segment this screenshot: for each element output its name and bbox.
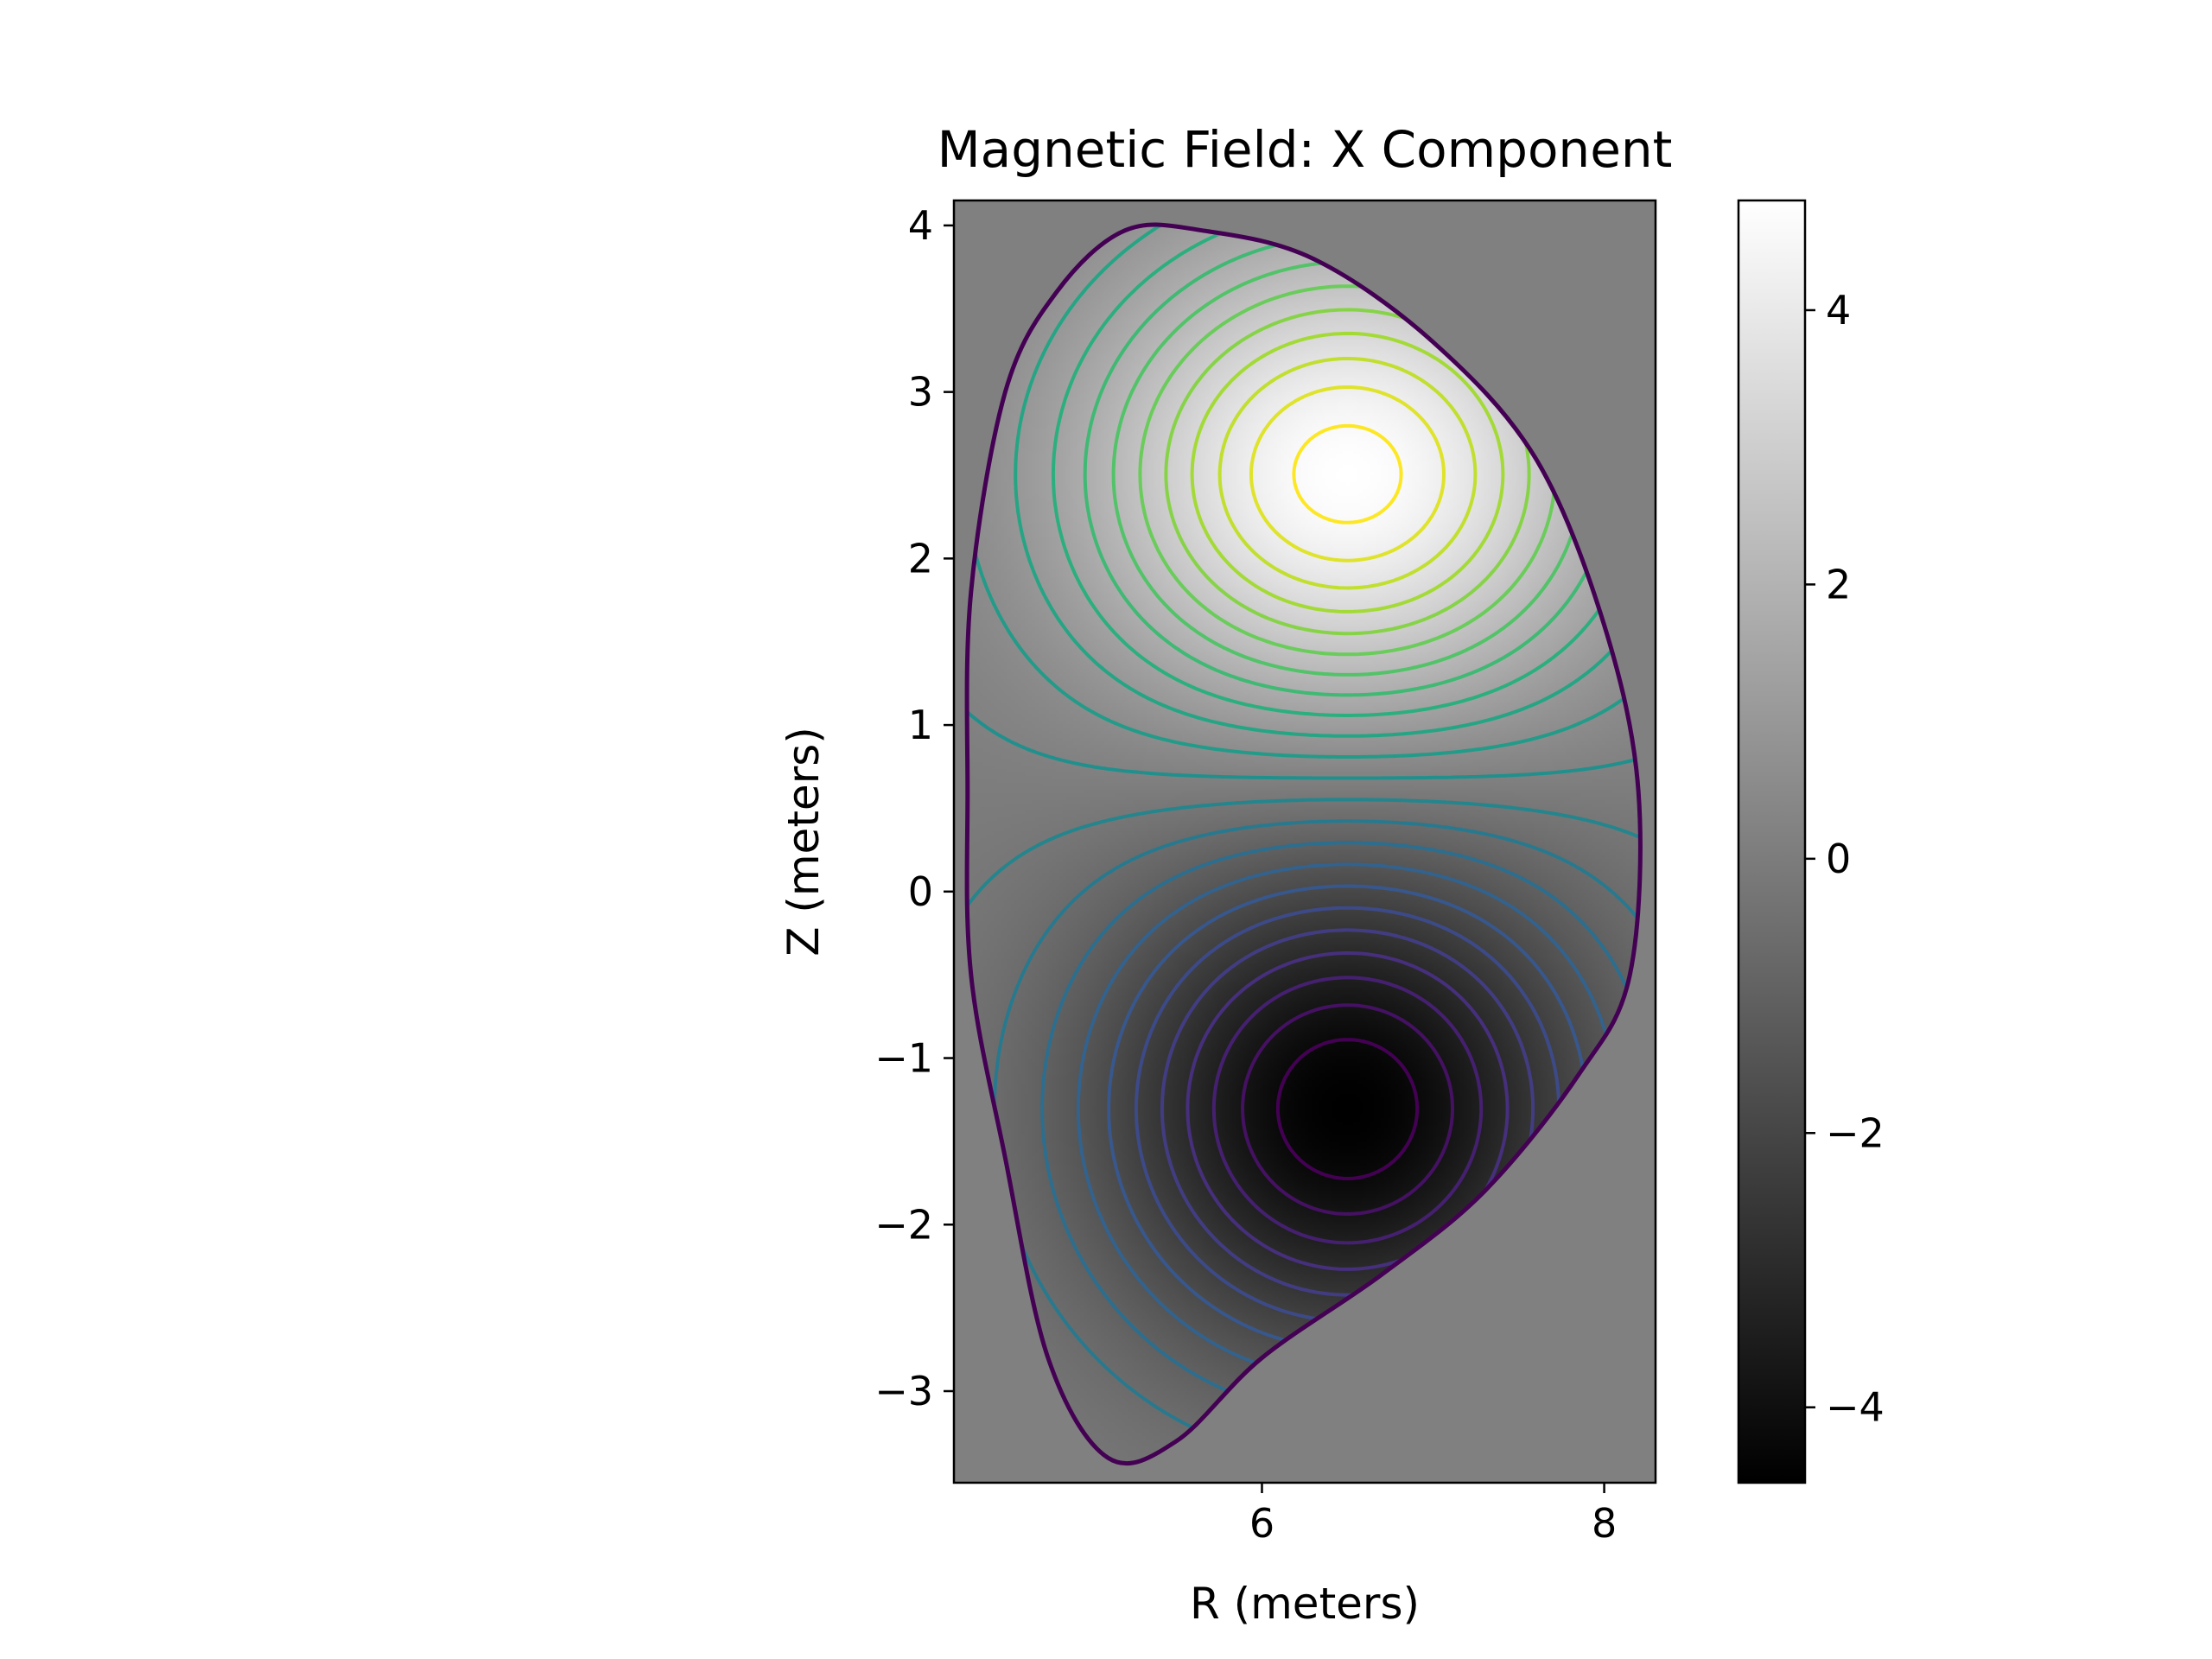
contour-level-line <box>1051 224 1641 717</box>
y-tick-label: −3 <box>874 1368 933 1414</box>
contour-level-line <box>1241 1003 1454 1216</box>
colorbar-ticks: −4 −2 0 2 4 <box>1805 287 1885 1431</box>
contour-level-line <box>1275 1038 1420 1180</box>
contour-level-line <box>1292 423 1403 524</box>
x-axis-label: R (meters) <box>1190 1579 1420 1629</box>
chart-title: Magnetic Field: X Component <box>938 120 1673 179</box>
y-ticks: −3 −2 −1 0 1 2 3 4 <box>874 202 954 1414</box>
contour-level-line <box>1211 976 1484 1245</box>
colorbar-tick-label: 0 <box>1826 836 1851 882</box>
y-axis-label: Z (meters) <box>779 727 829 957</box>
y-tick-label: 1 <box>908 702 933 748</box>
x-tick-label: 6 <box>1249 1500 1274 1547</box>
colorbar-tick-label: −2 <box>1826 1109 1885 1156</box>
contour-level-line <box>1190 331 1505 613</box>
x-tick-label: 8 <box>1592 1500 1617 1547</box>
y-tick-label: −1 <box>874 1035 933 1082</box>
axes-frame <box>952 199 1657 1484</box>
colorbar-tick-label: 2 <box>1826 561 1851 607</box>
y-axis: −3 −2 −1 0 1 2 3 4 Z (meters) <box>779 202 954 1414</box>
colorbar-tick-label: −4 <box>1826 1384 1885 1431</box>
contour-level-line <box>1217 357 1478 590</box>
plasma-boundary <box>964 222 1643 1466</box>
y-tick-label: 0 <box>908 868 933 915</box>
plot-area <box>952 199 1657 1484</box>
colorbar-tick-label: 4 <box>1826 287 1851 334</box>
y-tick-label: 4 <box>908 202 933 249</box>
colorbar-gradient <box>1737 199 1807 1484</box>
y-tick-label: 3 <box>908 369 933 416</box>
y-tick-label: −2 <box>874 1201 933 1248</box>
colorbar: −4 −2 0 2 4 <box>1737 199 1885 1484</box>
contour-level-line <box>1249 385 1446 563</box>
y-tick-label: 2 <box>908 535 933 582</box>
